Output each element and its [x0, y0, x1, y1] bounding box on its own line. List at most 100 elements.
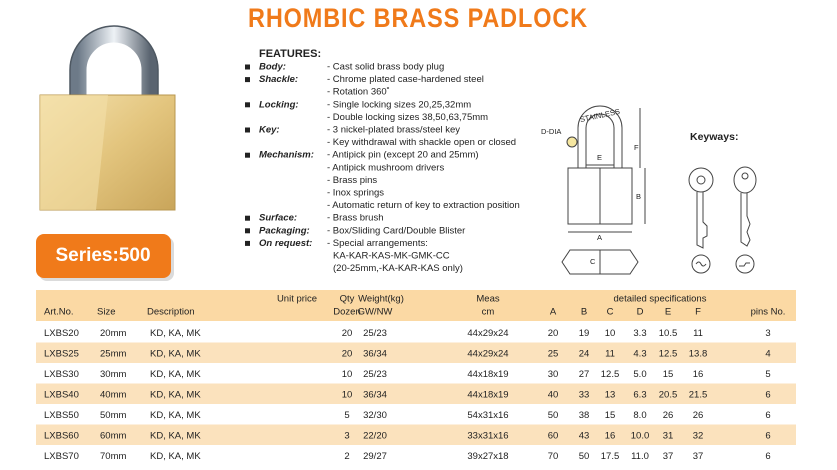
table-cell: 60	[548, 430, 559, 441]
table-cell: LXBS50	[44, 410, 79, 421]
table-cell: 50	[579, 451, 590, 462]
feature-line: - Key withdrawal with shackle open or cl…	[327, 137, 516, 148]
header-cell: A	[550, 307, 557, 318]
table-cell: 10	[605, 328, 616, 339]
table-cell: LXBS70	[44, 451, 79, 462]
feature-line: - Inox springs	[327, 188, 384, 199]
table-cell: KD, KA, MK	[150, 328, 201, 339]
table-cell: KD, KA, MK	[150, 369, 201, 380]
table-cell: 15	[605, 410, 616, 421]
feature-line: - Antipick mushroom drivers	[327, 162, 444, 173]
table-cell: 20	[548, 328, 559, 339]
table-cell: 4	[765, 348, 770, 359]
table-cell: 6.3	[633, 389, 646, 400]
table-cell: 15	[663, 369, 674, 380]
table-cell: 43	[579, 430, 590, 441]
feature-line: - Brass brush	[327, 213, 384, 224]
table-cell: 29/27	[363, 451, 387, 462]
table-cell: 11	[693, 328, 703, 339]
table-cell: 5	[765, 369, 770, 380]
table-cell: 10.5	[659, 328, 678, 339]
table-cell: 32	[693, 430, 704, 441]
table-cell: 60mm	[100, 430, 126, 441]
table-cell: 50	[548, 410, 559, 421]
table-cell: 6	[765, 389, 770, 400]
table-cell: 17.5	[601, 451, 620, 462]
table-cell: LXBS25	[44, 348, 79, 359]
table-cell: 37	[663, 451, 674, 462]
table-cell: 5	[344, 410, 349, 421]
table-cell: 24	[579, 348, 590, 359]
features-heading: FEATURES:	[259, 48, 321, 60]
feature-label: Key:	[259, 125, 280, 136]
dim-label: B	[636, 192, 641, 201]
table-cell: 40mm	[100, 389, 126, 400]
header-cell: Weight(kg)	[358, 294, 404, 305]
header-cell: Qty	[340, 294, 355, 305]
table-cell: KD, KA, MK	[150, 410, 201, 421]
feature-label: Body:	[259, 62, 286, 73]
padlock-photo	[39, 25, 176, 211]
table-cell: 37	[693, 451, 704, 462]
table-cell: KD, KA, MK	[150, 389, 201, 400]
table-cell: 10.0	[631, 430, 650, 441]
dimension-diagram	[561, 105, 646, 275]
feature-label: Locking:	[259, 99, 299, 110]
table-cell: 16	[693, 369, 704, 380]
table-cell: 13	[605, 389, 616, 400]
header-cell: cm	[482, 307, 495, 318]
table-cell: 3.3	[633, 328, 646, 339]
row-band	[36, 322, 796, 343]
header-cell: Size	[97, 307, 115, 318]
table-cell: 25mm	[100, 348, 126, 359]
table-cell: 31	[663, 430, 674, 441]
key-drawings	[688, 166, 757, 274]
header-cell: Description	[147, 307, 195, 318]
bullet	[245, 240, 250, 246]
page-title: RHOMBIC BRASS PADLOCK	[248, 3, 588, 33]
bullet	[245, 77, 250, 83]
bullet	[245, 215, 250, 221]
table-cell: 10	[342, 389, 353, 400]
table-cell: 25/23	[363, 369, 387, 380]
header-cell: E	[665, 307, 671, 318]
header-cell: C	[607, 307, 614, 318]
table-cell: 44x29x24	[467, 348, 508, 359]
row-band	[36, 342, 796, 363]
table-cell: 6	[765, 410, 770, 421]
table-cell: 12.5	[601, 369, 620, 380]
header-cell: pins No.	[751, 307, 786, 318]
feature-line: - Cast solid brass body plug	[327, 62, 444, 73]
dim-label: D-DIA	[541, 127, 561, 136]
dim-label: F	[634, 143, 639, 152]
header-cell: Dozen	[333, 307, 360, 318]
header-cell: detailed specifications	[614, 294, 707, 305]
feature-line: - Special arrangements:	[327, 238, 428, 249]
feature-line: - Antipick pin (except 20 and 25mm)	[327, 150, 479, 161]
table-cell: 50mm	[100, 410, 126, 421]
table-cell: 44x29x24	[467, 328, 508, 339]
feature-label: Mechanism:	[259, 150, 314, 161]
table-cell: 12.5	[659, 348, 678, 359]
table-cell: 44x18x19	[467, 369, 508, 380]
series-badge	[36, 234, 171, 278]
feature-line: KA-KAR-KAS-MK-GMK-CC	[333, 251, 450, 262]
table-cell: 30	[548, 369, 559, 380]
feature-line: (20-25mm,-KA-KAR-KAS only)	[333, 263, 463, 274]
table-cell: 16	[605, 430, 616, 441]
feature-line: - Chrome plated case-hardened steel	[327, 74, 484, 85]
dim-label: E	[597, 153, 602, 162]
table-cell: 20mm	[100, 328, 126, 339]
table-cell: 20	[342, 348, 353, 359]
feature-line: - Box/Sliding Card/Double Blister	[327, 225, 465, 236]
keyways-title: Keyways:	[690, 131, 738, 143]
table-cell: 4.3	[633, 348, 646, 359]
table-cell: 32/30	[363, 410, 387, 421]
header-cell: GW/NW	[358, 307, 393, 318]
table-cell: 38	[579, 410, 590, 421]
row-band	[36, 424, 796, 445]
feature-line: - Rotation 360˚	[327, 87, 390, 98]
table-cell: 20.5	[659, 389, 678, 400]
table-cell: 6	[765, 451, 770, 462]
dim-label: C	[590, 257, 596, 266]
